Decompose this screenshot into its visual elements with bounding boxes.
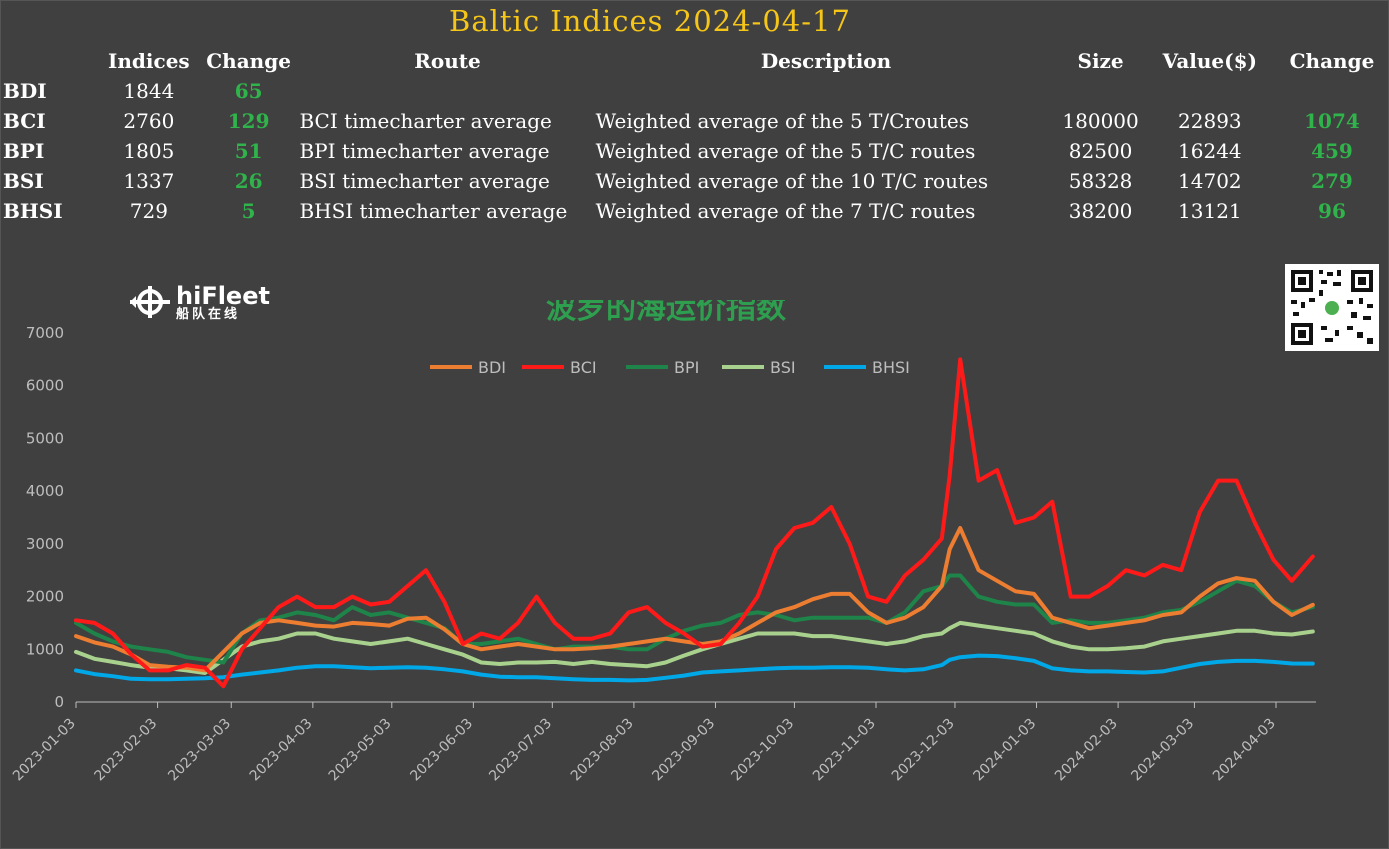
row-change2: 96: [1318, 199, 1346, 223]
x-tick-label: 2023-10-03: [728, 716, 797, 785]
indices-table: Indices Change Route Description Size Va…: [3, 46, 1389, 226]
header-name: [3, 46, 100, 76]
x-tick-label: 2023-04-03: [247, 716, 316, 785]
table-row: BHSI 729 5 BHSI timecharter average Weig…: [3, 196, 1389, 226]
row-name: BDI: [3, 79, 47, 103]
series-line-bsi: [74, 620, 1315, 675]
row-size: 38200: [1068, 199, 1133, 223]
header-value: Value($): [1162, 49, 1258, 73]
x-tick-label: 2024-01-03: [971, 716, 1040, 785]
x-tick-label: 2023-02-03: [92, 716, 161, 785]
x-tick-label: 2023-07-03: [486, 716, 555, 785]
row-route: [299, 76, 595, 106]
series-line-bhsi: [74, 653, 1315, 683]
header-change2: Change: [1289, 49, 1375, 73]
hifleet-logo: hiFleet 船队在线: [128, 282, 270, 322]
logo-main-text: hiFleet: [176, 281, 270, 310]
row-value: 22893: [1178, 109, 1242, 133]
x-tick-label: 2023-03-03: [165, 716, 234, 785]
qr-code: [1285, 264, 1379, 351]
row-index: 2760: [123, 109, 175, 133]
table-row: BPI 1805 51 BPI timecharter average Weig…: [3, 136, 1389, 166]
row-change: 51: [234, 139, 263, 163]
row-description: Weighted average of the 10 T/C routes: [595, 169, 989, 193]
page-title: Baltic Indices 2024-04-17: [449, 4, 851, 38]
header-indices: Indices: [108, 49, 190, 73]
y-tick-label: 5000: [26, 429, 64, 447]
row-description: Weighted average of the 5 T/Croutes: [595, 109, 970, 133]
line-chart: 波罗的海运价指数 0 1000 2000 3000 4000 5000 6000 7000 202…: [10, 300, 1316, 785]
header-route: Route: [414, 49, 481, 73]
row-change2: 1074: [1304, 109, 1360, 133]
row-size: 82500: [1068, 139, 1133, 163]
x-tick-label: 2024-03-03: [1128, 716, 1197, 785]
row-change2: 279: [1311, 169, 1353, 193]
header-description: Description: [760, 49, 892, 73]
row-name: BCI: [3, 109, 46, 133]
row-name: BPI: [3, 139, 45, 163]
row-change: 26: [234, 169, 263, 193]
x-tick-label: 2023-12-03: [889, 716, 958, 785]
legend-label-bsi: BSI: [770, 358, 796, 377]
row-description: [596, 76, 1057, 106]
y-tick-label: 3000: [26, 535, 64, 553]
y-tick-label: 0: [54, 693, 64, 711]
series-line-bpi: [74, 573, 1315, 665]
row-route: BPI timecharter average: [299, 139, 550, 163]
row-value: 16244: [1178, 139, 1242, 163]
table-row: BCI 2760 129 BCI timecharter average Wei…: [3, 106, 1389, 136]
row-value: 14702: [1178, 169, 1242, 193]
row-index: 1844: [123, 79, 175, 103]
row-index: 1805: [123, 139, 175, 163]
series-line-bdi: [74, 526, 1315, 673]
legend-label-bhsi: BHSI: [872, 358, 910, 377]
legend-label-bdi: BDI: [478, 358, 506, 377]
x-tick-label: 2023-01-03: [10, 716, 79, 785]
series-line-bci: [74, 357, 1315, 689]
logo-sub-text: 船队在线: [176, 306, 241, 322]
row-route: BHSI timecharter average: [299, 199, 568, 223]
y-tick-label: 7000: [26, 324, 64, 342]
x-tick-label: 2023-05-03: [326, 716, 395, 785]
row-description: Weighted average of the 5 T/C routes: [595, 139, 976, 163]
ship-wheel-icon: [130, 286, 170, 318]
row-change: 65: [234, 79, 263, 103]
table-row: BSI 1337 26 BSI timecharter average Weig…: [3, 166, 1389, 196]
row-change2: 459: [1311, 139, 1353, 163]
chart-title: 波罗的海运价指数: [546, 300, 787, 326]
row-route: BSI timecharter average: [299, 169, 550, 193]
row-change2: [1275, 76, 1389, 106]
y-tick-label: 2000: [26, 588, 64, 606]
row-size: 180000: [1062, 109, 1139, 133]
row-size: [1056, 76, 1144, 106]
row-route: BCI timecharter average: [299, 109, 552, 133]
row-index: 729: [129, 199, 168, 223]
table-header-row: Indices Change Route Description Size Va…: [3, 46, 1389, 76]
x-tick-label: 2024-04-03: [1210, 716, 1279, 785]
row-name: BSI: [3, 169, 44, 193]
row-value: 13121: [1178, 199, 1242, 223]
row-value: [1145, 76, 1275, 106]
row-change: 129: [227, 109, 270, 133]
header-change: Change: [206, 49, 291, 73]
row-name: BHSI: [3, 199, 63, 223]
legend-label-bpi: BPI: [674, 358, 699, 377]
table-row: BDI 1844 65: [3, 76, 1389, 106]
x-tick-label: 2023-06-03: [407, 716, 476, 785]
legend-label-bci: BCI: [570, 358, 597, 377]
row-index: 1337: [123, 169, 175, 193]
x-tick-label: 2023-09-03: [649, 716, 718, 785]
y-tick-label: 1000: [26, 640, 64, 658]
row-description: Weighted average of the 7 T/C routes: [595, 199, 976, 223]
row-change: 5: [241, 199, 256, 223]
y-tick-label: 6000: [26, 377, 64, 395]
x-tick-label: 2024-02-03: [1052, 716, 1121, 785]
row-size: 58328: [1068, 169, 1133, 193]
header-size: Size: [1077, 49, 1124, 73]
x-tick-label: 2023-11-03: [810, 716, 879, 785]
y-tick-label: 4000: [26, 482, 64, 500]
x-tick-label: 2023-08-03: [568, 716, 637, 785]
